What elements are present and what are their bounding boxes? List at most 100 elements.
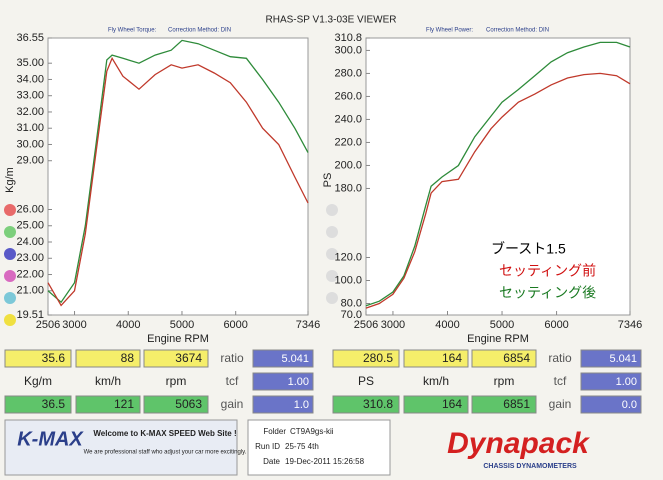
x-tick-label: 3000 [62, 319, 86, 331]
readout-after: 6851 [503, 397, 530, 411]
readout-box [143, 395, 209, 414]
y-tick-label: 25.00 [16, 220, 44, 232]
subtitle: Fly Wheel Power: [426, 28, 473, 34]
readout-units: Kg/m [24, 374, 52, 388]
readout-box [471, 395, 537, 414]
dot [4, 248, 16, 260]
dot [4, 204, 16, 216]
param-label: ratio [220, 351, 244, 365]
welcome: Welcome to K-MAX SPEED Web Site ! [93, 429, 236, 438]
y-tick-label: 31.00 [16, 122, 44, 134]
x-tick-label: 6000 [223, 319, 247, 331]
readout-before: 6854 [503, 351, 530, 365]
y-tick-label: 21.00 [16, 285, 44, 297]
dot [4, 226, 16, 238]
dot [326, 292, 338, 304]
annotation: ブースト1.5 [491, 241, 566, 257]
line [47, 56, 309, 307]
readout-before: 88 [121, 351, 135, 365]
readout-before: 280.5 [363, 351, 393, 365]
dot [326, 270, 338, 282]
param-value: 0.0 [622, 399, 637, 411]
brand: Dynapack [447, 427, 590, 460]
y-tick-label: 24.00 [16, 236, 44, 248]
readout-box [403, 349, 469, 368]
param-value: 1.00 [288, 376, 309, 388]
readout-box [143, 349, 209, 368]
tagline: We are professional staff who adjust you… [84, 450, 247, 456]
dot [4, 270, 16, 282]
x-tick-label: 4000 [116, 319, 140, 331]
readout-after: 310.8 [363, 397, 393, 411]
y-tick-label: 23.00 [16, 252, 44, 264]
readout-box [332, 395, 400, 414]
line [365, 72, 631, 309]
param-value: 1.00 [616, 376, 637, 388]
x-tick-label: 6000 [544, 319, 568, 331]
y-tick-label: 240.0 [334, 113, 362, 125]
readout-before: 3674 [175, 351, 202, 365]
logo-box [4, 419, 238, 476]
y-tick-label: 310.8 [334, 32, 362, 44]
readout-box [4, 395, 72, 414]
readout-units: rpm [494, 374, 515, 388]
y-tick-label: 19.51 [16, 309, 44, 321]
brand-sub: CHASSIS DYNAMOMETERS [483, 463, 577, 470]
param-label: gain [549, 397, 572, 411]
param-box [252, 372, 314, 391]
readout-before: 35.6 [42, 351, 66, 365]
readout-box [403, 395, 469, 414]
x-tick-label: 7346 [618, 319, 642, 331]
folder: CT9A9gs-kii [290, 427, 334, 436]
param-value: 1.0 [294, 399, 309, 411]
annotation: セッティング前 [499, 263, 596, 279]
readout-after: 121 [114, 397, 134, 411]
readout-box [332, 349, 400, 368]
readout-box [4, 349, 72, 368]
dot [326, 226, 338, 238]
readout-units: km/h [423, 374, 449, 388]
y-axis-label: PS [322, 173, 334, 188]
subtitle: Fly Wheel Torque: [108, 28, 157, 34]
x-tick-label: 2506 [36, 319, 60, 331]
date-label: Date [263, 457, 280, 466]
param-label: gain [221, 397, 244, 411]
x-axis-label: Engine RPM [467, 333, 529, 345]
plot-area [365, 37, 631, 316]
x-tick-label: 5000 [170, 319, 194, 331]
plot-area [47, 37, 309, 316]
readout-after: 164 [442, 397, 462, 411]
readout-after: 5063 [175, 397, 202, 411]
line [365, 41, 631, 307]
y-tick-label: 32.00 [16, 106, 44, 118]
dot [326, 248, 338, 260]
subtitle: Correction Method: DIN [486, 28, 549, 34]
x-tick-label: 2506 [354, 319, 378, 331]
x-axis-label: Engine RPM [147, 333, 209, 345]
param-label: tcf [554, 374, 567, 388]
param-box [580, 395, 642, 414]
param-box [580, 349, 642, 368]
param-box [252, 395, 314, 414]
y-tick-label: 33.00 [16, 90, 44, 102]
line [47, 39, 309, 304]
run: 25-75 4th [285, 442, 319, 451]
y-tick-label: 70.0 [341, 309, 362, 321]
header: RHAS-SP V1.3-03E VIEWER [266, 15, 397, 26]
annotation: セッティング後 [499, 285, 596, 301]
param-box [580, 372, 642, 391]
y-tick-label: 220.0 [334, 136, 362, 148]
folder-label: Folder [263, 427, 286, 436]
x-tick-label: 3000 [381, 319, 405, 331]
y-tick-label: 22.00 [16, 268, 44, 280]
readout-box [75, 349, 141, 368]
y-tick-label: 300.0 [334, 44, 362, 56]
readout-units: PS [358, 374, 374, 388]
y-tick-label: 120.0 [334, 251, 362, 263]
y-tick-label: 29.00 [16, 155, 44, 167]
y-axis-label: Kg/m [4, 167, 16, 193]
dot [4, 314, 16, 326]
y-tick-label: 180.0 [334, 182, 362, 194]
date: 19-Dec-2011 15:26:58 [285, 457, 365, 466]
